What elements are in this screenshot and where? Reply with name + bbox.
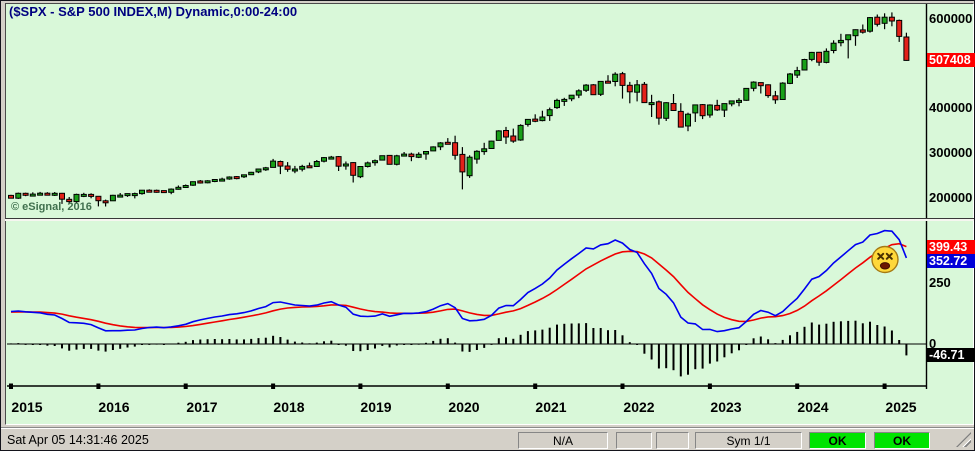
status-cell-symbol-count[interactable]: Sym 1/1 — [695, 432, 802, 449]
price-axis-tick-label: 400000 — [929, 100, 973, 115]
chart-title: ($SPX - S&P 500 INDEX,M) Dynamic,0:00-24… — [9, 4, 298, 19]
x-axis-year-label: 2019 — [360, 399, 392, 415]
price-axis-tick-label: 300000 — [929, 145, 973, 160]
x-axis-year-label: 2025 — [885, 399, 917, 415]
last-price-label: 507408 — [927, 53, 975, 67]
oscillator-axis-tick-label: 250 — [929, 275, 951, 290]
status-cell-na[interactable]: N/A — [518, 432, 608, 449]
chart-background — [5, 3, 974, 425]
ok-status-button-1[interactable]: OK — [809, 432, 866, 449]
x-axis-year-label: 2021 — [535, 399, 567, 415]
macd-line-value-label: 352.72 — [927, 254, 975, 268]
x-axis-year-label: 2023 — [710, 399, 742, 415]
chart-canvas[interactable] — [1, 1, 975, 426]
x-axis-year-label: 2016 — [98, 399, 130, 415]
panel-divider[interactable] — [5, 218, 974, 221]
signal-line-value-label: 399.43 — [927, 240, 975, 254]
window-resize-grip[interactable] — [956, 432, 971, 447]
x-axis-year-label: 2015 — [11, 399, 43, 415]
sad-face-x-eyes-emoji[interactable] — [870, 245, 900, 275]
status-cell-empty-1[interactable] — [616, 432, 652, 449]
oscillator-axis-tick-label: 0 — [929, 336, 937, 351]
ok-status-button-2[interactable]: OK — [874, 432, 930, 449]
status-datetime: Sat Apr 05 14:31:46 2025 — [7, 433, 149, 447]
x-axis-year-label: 2022 — [623, 399, 655, 415]
esignal-watermark: © eSignal, 2016 — [11, 201, 92, 213]
status-cell-empty-2[interactable] — [656, 432, 689, 449]
x-axis-year-label: 2020 — [448, 399, 480, 415]
x-axis-year-label: 2017 — [186, 399, 218, 415]
x-axis-year-label: 2018 — [273, 399, 305, 415]
x-axis-year-label: 2024 — [797, 399, 829, 415]
price-axis-tick-label: 600000 — [929, 11, 973, 26]
histogram-value-label: -46.71 — [927, 348, 975, 362]
status-bar: Sat Apr 05 14:31:46 2025 N/A Sym 1/1 OK … — [1, 427, 974, 450]
price-axis-tick-label: 200000 — [929, 190, 973, 205]
